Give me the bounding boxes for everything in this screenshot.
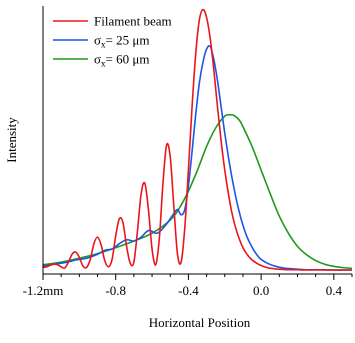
x-tick-label: -1.2mm: [23, 283, 64, 298]
legend-label: σx= 60 μm: [94, 52, 149, 69]
y-axis-label: Intensity: [4, 117, 19, 163]
x-tick-label: -0.8: [105, 283, 126, 298]
series-line-0: [42, 8, 352, 271]
series-line-2: [42, 113, 353, 270]
x-tick-label: -0.4: [178, 283, 199, 298]
legend-label: Filament beam: [94, 14, 172, 29]
plot-lines: [42, 8, 353, 271]
series-line-1: [42, 44, 353, 271]
x-tick-label: 0.4: [326, 283, 343, 298]
legend-label: σx= 25 μm: [94, 33, 149, 50]
axes: -1.2mm -0.8 -0.4 0.0 0.4: [23, 6, 353, 298]
x-tick-label: 0.0: [253, 283, 269, 298]
x-axis-label: Horizontal Position: [149, 315, 251, 330]
legend: Filament beam σx= 25 μm σx= 60 μm: [53, 14, 172, 69]
x-minor-ticks: [60, 274, 353, 277]
x-ticks: -1.2mm -0.8 -0.4 0.0 0.4: [23, 274, 343, 298]
